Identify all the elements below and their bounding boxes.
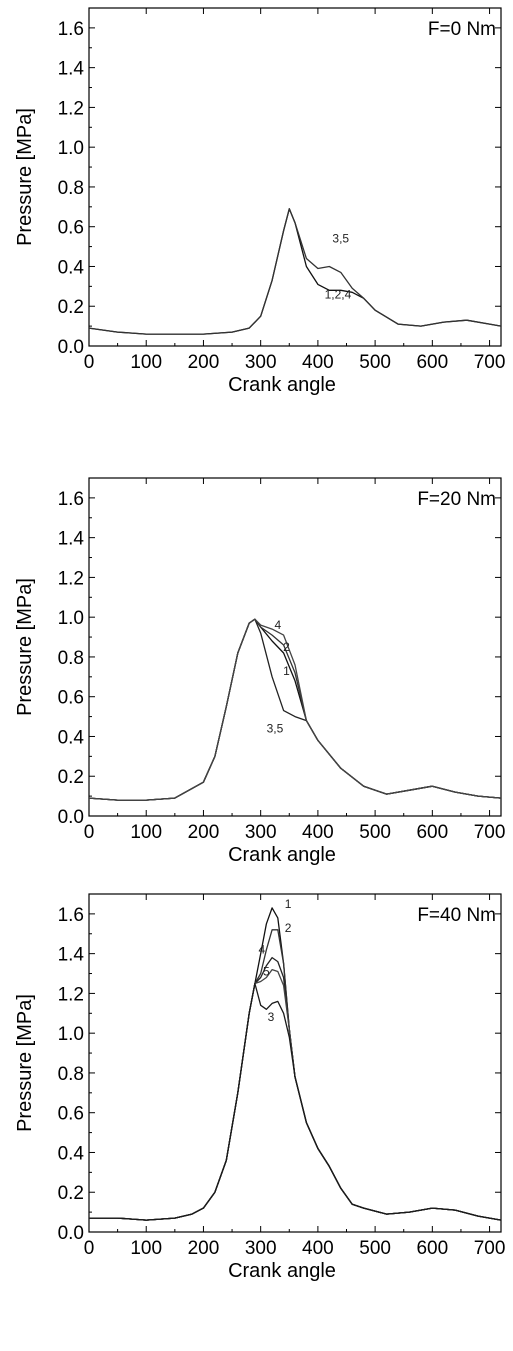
series-line-3 [89,982,502,1221]
y-tick-label: 1.2 [58,98,84,119]
x-tick-label: 0 [84,822,95,843]
x-axis-label: Crank angle [228,844,336,866]
x-tick-label: 100 [130,822,162,843]
curve-annotation: 1 [285,897,292,911]
x-tick-label: 700 [474,822,506,843]
y-tick-label: 0.6 [58,218,84,239]
y-tick-label: 1.2 [58,984,84,1005]
y-tick-label: 1.0 [58,1024,84,1045]
series-line-4 [88,618,502,801]
chart-panel-3: 0.0 0.2 0.4 0.6 0.8 1.0 1.2 1.4 1.6 0 100 200 300 400… [14,893,506,1282]
series-line-3-5 [88,208,502,335]
series-line-4 [89,956,502,1221]
x-tick-label: 600 [416,1238,448,1259]
x-tick-label: 0 [84,352,95,373]
plot-frame [88,7,502,347]
chart-panel-2: 0.0 0.2 0.4 0.6 0.8 1.0 1.2 1.4 1.6 0 100 200 300 400… [14,477,506,866]
panel-title: F=0 Nm [428,19,496,40]
y-tick-label: 1.4 [58,529,85,550]
y-tick-label: 1.6 [58,19,84,40]
series-line-1-2-4 [88,208,502,335]
x-tick-label: 400 [302,1238,334,1259]
y-axis-label: Pressure [MPa] [14,994,36,1132]
x-tick-label: 200 [188,1238,220,1259]
curve-annotation: 3,5 [267,721,284,735]
x-tick-label: 200 [188,352,220,373]
curve-annotation: 3 [268,1010,275,1024]
y-tick-label: 1.6 [58,905,84,926]
panel-title: F=40 Nm [417,905,496,926]
y-tick-label: 0.4 [58,727,85,748]
y-tick-label: 0.6 [58,688,84,709]
curve-annotation: 1,2,4 [325,287,352,301]
y-tick-label: 1.4 [58,945,85,966]
series-line-1 [89,907,502,1221]
y-axis-label: Pressure [MPa] [14,108,36,246]
chart-panel-1: 0.0 0.2 0.4 0.6 0.8 1.0 1.2 1.4 1.6 0 100 200 300 400… [14,7,506,396]
plot-frame [88,477,502,817]
series-line-5 [89,968,502,1221]
x-tick-label: 100 [130,1238,162,1259]
y-tick-label: 0.2 [58,1183,84,1204]
curve-annotation: 3,5 [332,232,349,246]
y-axis-label: Pressure [MPa] [14,578,36,716]
x-axis-label: Crank angle [228,1260,336,1282]
y-tick-label: 1.4 [58,59,85,80]
curve-annotation: 4 [274,618,281,632]
y-tick-label: 1.6 [58,489,84,510]
x-tick-label: 700 [474,1238,506,1259]
x-tick-label: 600 [416,822,448,843]
curve-annotation: 5 [263,965,270,979]
series-line-2 [88,618,502,801]
y-tick-label: 0.8 [58,1064,84,1085]
series-line-3-5 [88,618,502,801]
y-tick-label: 0.4 [58,1143,85,1164]
curve-annotation: 1 [283,664,290,678]
x-tick-label: 400 [302,822,334,843]
curve-annotation: 4 [258,943,265,957]
x-tick-label: 0 [84,1238,95,1259]
y-tick-label: 1.2 [58,568,84,589]
curve-annotation: 2 [283,640,290,654]
x-tick-label: 300 [245,1238,277,1259]
x-tick-label: 500 [359,1238,391,1259]
x-tick-label: 500 [359,822,391,843]
y-tick-label: 0.2 [58,297,84,318]
y-tick-label: 0.8 [58,648,84,669]
x-tick-label: 300 [245,822,277,843]
y-tick-label: 0.0 [58,337,84,358]
plot-frame [88,893,502,1233]
x-tick-label: 600 [416,352,448,373]
y-tick-label: 1.0 [58,608,84,629]
x-tick-label: 500 [359,352,391,373]
x-tick-label: 200 [188,822,220,843]
x-tick-label: 100 [130,352,162,373]
y-tick-label: 0.8 [58,178,84,199]
panel-title: F=20 Nm [417,489,496,510]
y-tick-label: 1.0 [58,138,84,159]
x-tick-label: 400 [302,352,334,373]
y-tick-label: 0.2 [58,767,84,788]
x-axis-label: Crank angle [228,374,336,396]
y-tick-label: 0.0 [58,807,84,828]
series-line-1 [88,618,502,801]
curve-annotation: 2 [285,921,292,935]
x-tick-label: 700 [474,352,506,373]
y-tick-label: 0.0 [58,1223,84,1244]
y-tick-label: 0.4 [58,257,85,278]
x-tick-label: 300 [245,352,277,373]
y-tick-label: 0.6 [58,1104,84,1125]
